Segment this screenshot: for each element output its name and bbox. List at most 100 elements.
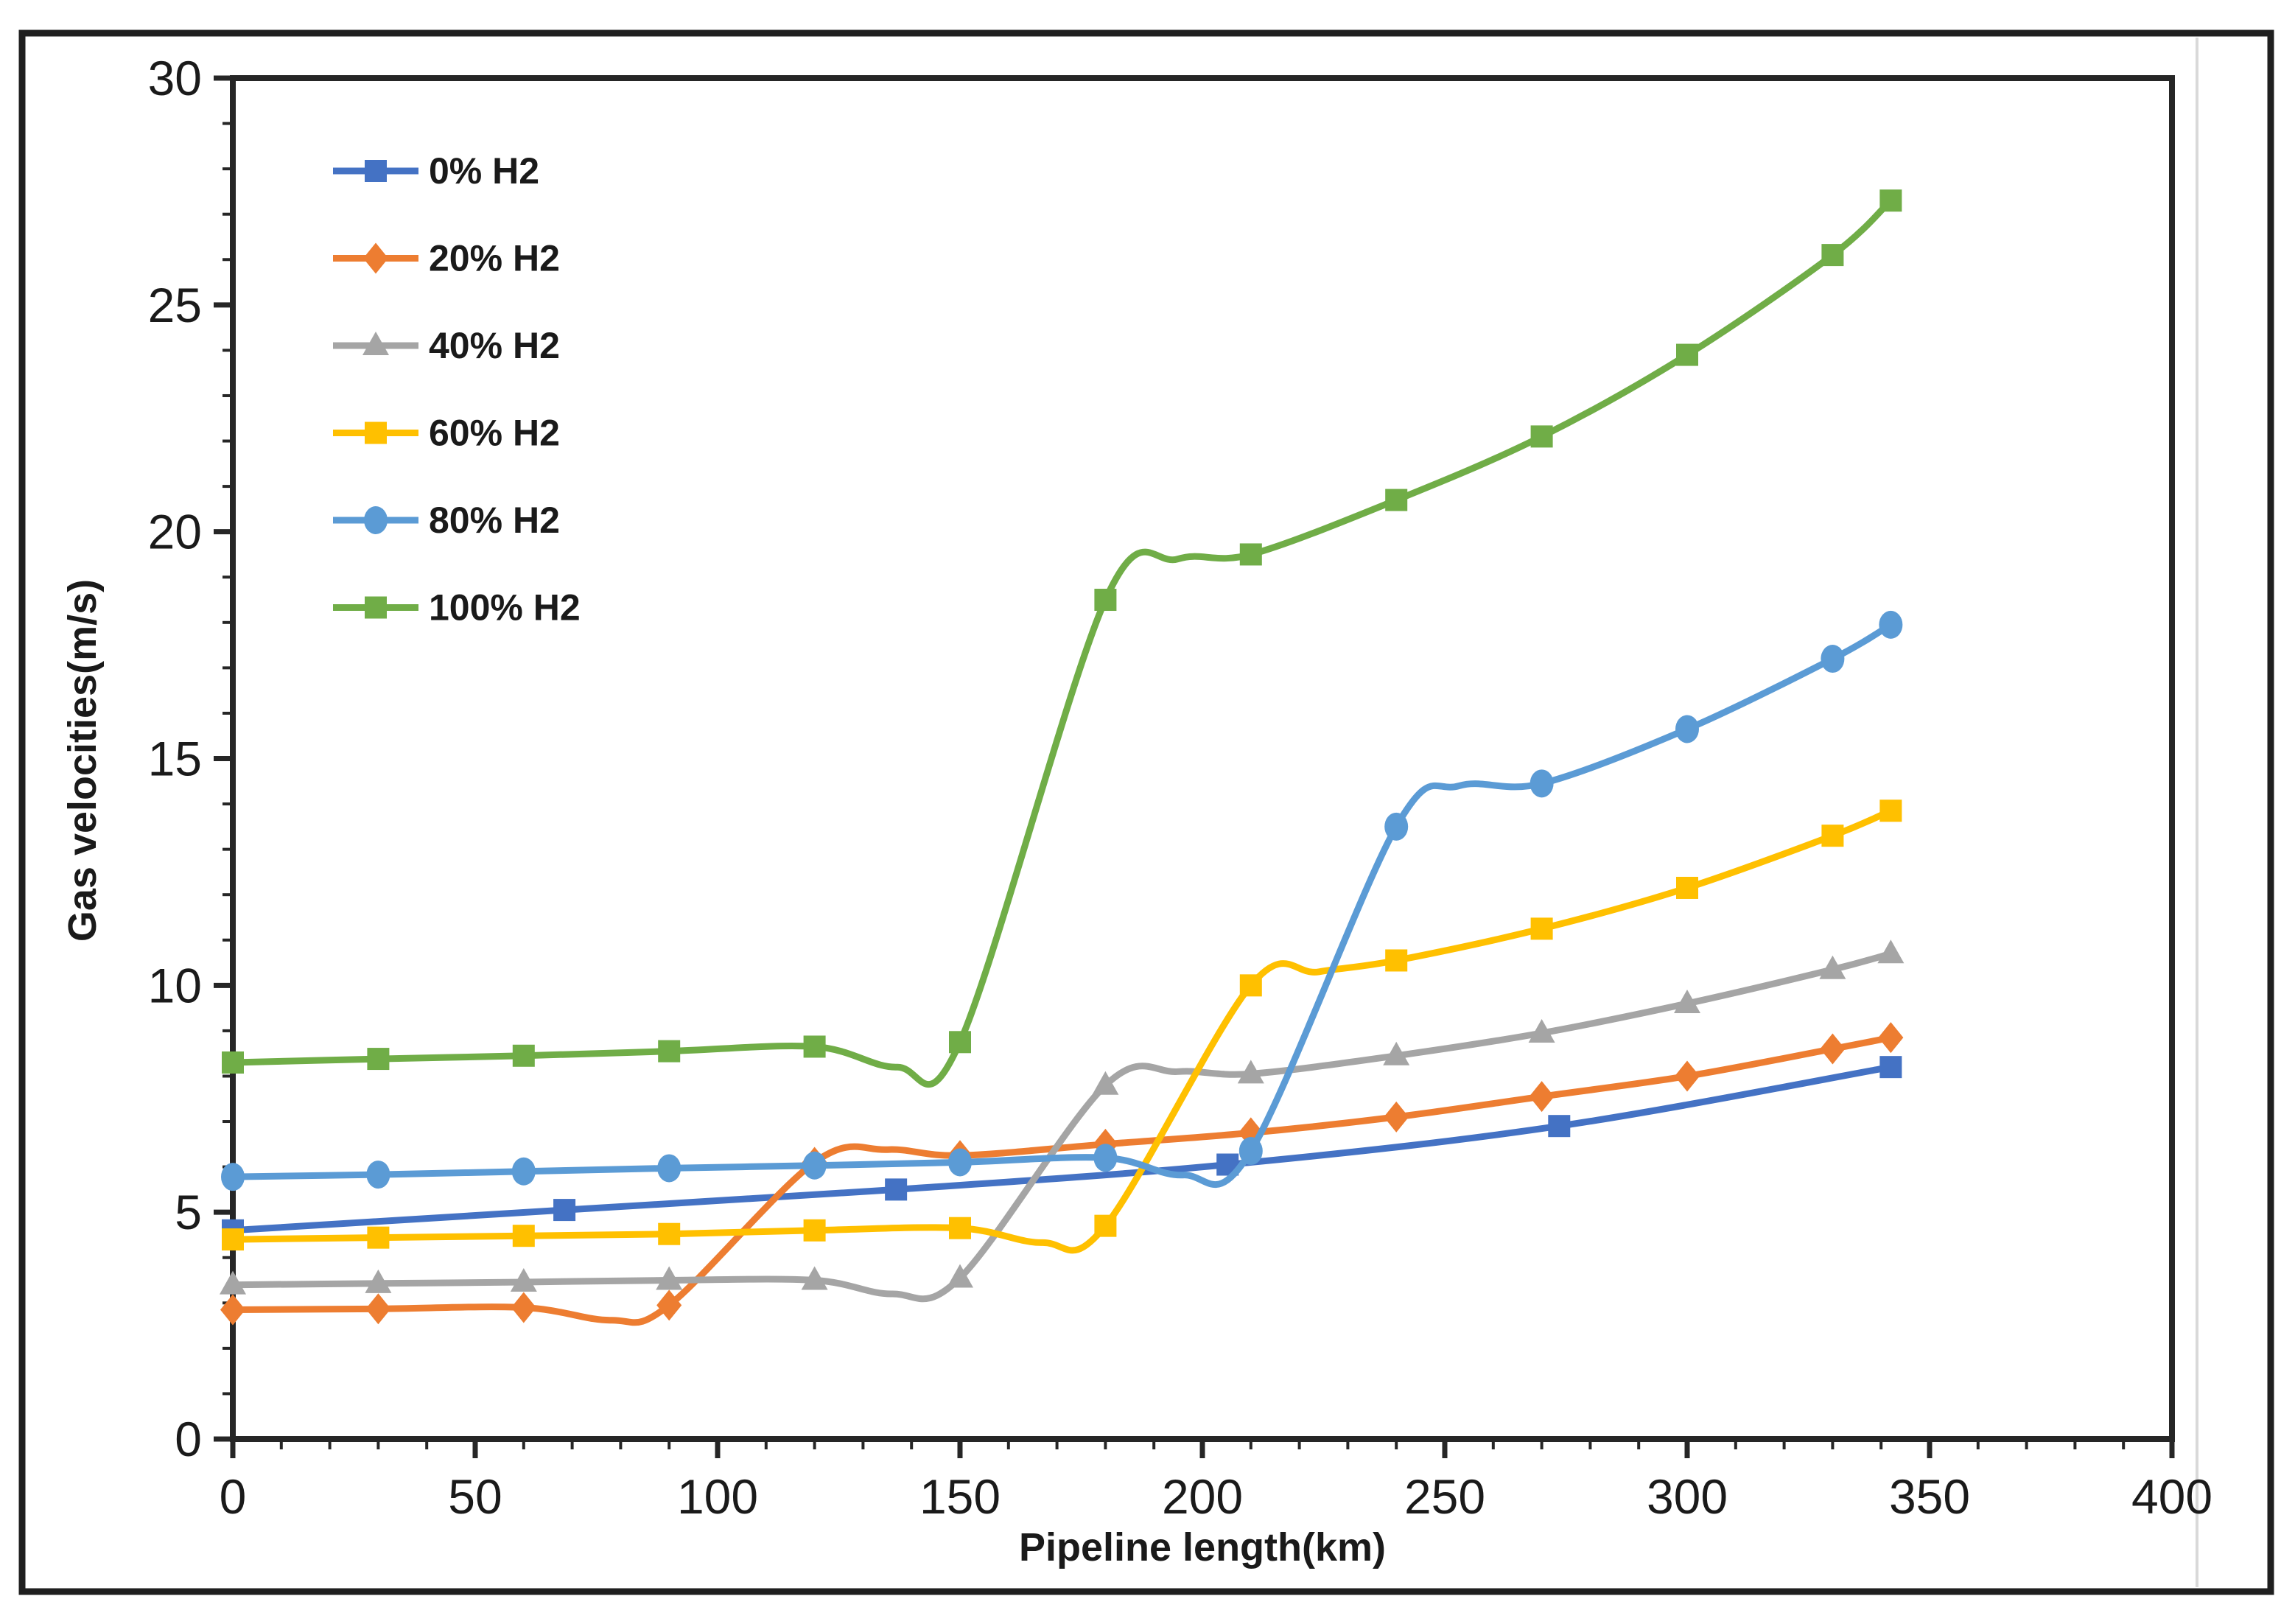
series-marker-3 [367, 1226, 390, 1249]
x-tick-label: 350 [1889, 1469, 1970, 1524]
series-marker-3 [1239, 974, 1262, 997]
series-marker-2 [365, 1269, 392, 1293]
series-marker-1 [1529, 1081, 1555, 1113]
series-marker-1 [511, 1292, 536, 1323]
series-line-0 [229, 1063, 1894, 1234]
series-marker-4 [1879, 610, 1903, 639]
series-marker-3 [949, 1217, 971, 1239]
x-tick-label: 0 [220, 1469, 247, 1524]
series-marker-4 [1821, 645, 1845, 673]
series-marker-3 [1879, 799, 1902, 822]
legend-label-5: 100% H2 [429, 587, 581, 629]
series-marker-3 [512, 1225, 535, 1247]
series-line-1 [229, 1034, 1894, 1326]
series-marker-2 [1877, 939, 1905, 964]
series-marker-4 [366, 1161, 390, 1189]
series-marker-5 [222, 1051, 244, 1074]
series-marker-5 [512, 1044, 535, 1067]
series-marker-5 [803, 1035, 826, 1058]
series-marker-3 [1385, 949, 1408, 972]
series-marker-3 [803, 1219, 826, 1242]
y-tick-label: 20 [148, 505, 202, 559]
legend-marker-0 [365, 160, 387, 182]
series-marker-5 [1385, 489, 1408, 511]
series-marker-1 [365, 1293, 391, 1325]
series-marker-2 [947, 1264, 973, 1288]
legend-marker-4 [364, 506, 388, 534]
series-marker-2 [1383, 1041, 1410, 1065]
y-axis-title: Gas velocities(m/s) [60, 579, 105, 942]
series-marker-1 [220, 1294, 245, 1326]
series-marker-5 [1821, 244, 1844, 267]
legend-label-4: 80% H2 [429, 500, 560, 541]
series-marker-2 [1092, 1071, 1119, 1095]
series-marker-2 [1237, 1060, 1264, 1084]
series-marker-5 [367, 1048, 390, 1071]
series-marker-4 [511, 1157, 536, 1186]
series-marker-3 [1094, 1214, 1117, 1237]
series-marker-2 [656, 1266, 683, 1290]
series-marker-2 [1819, 955, 1846, 979]
legend-label-0: 0% H2 [429, 150, 539, 192]
series-marker-0 [1548, 1115, 1571, 1138]
x-tick-label: 100 [677, 1469, 758, 1524]
series-marker-3 [222, 1228, 244, 1251]
series-marker-4 [1675, 715, 1699, 743]
series-marker-5 [1239, 543, 1262, 566]
series-marker-5 [949, 1031, 971, 1054]
series-marker-4 [1384, 812, 1409, 841]
legend-marker-5 [365, 596, 387, 619]
y-tick-label: 25 [148, 278, 202, 332]
series-line-4 [229, 621, 1894, 1189]
series-marker-2 [1528, 1018, 1555, 1043]
legend-label-1: 20% H2 [429, 238, 560, 279]
x-tick-label: 250 [1404, 1469, 1485, 1524]
series-marker-2 [801, 1266, 828, 1290]
series-marker-3 [658, 1222, 681, 1245]
series-marker-1 [656, 1289, 682, 1321]
y-tick-label: 10 [148, 958, 202, 1012]
series-marker-3 [1821, 825, 1844, 847]
series-marker-4 [1530, 769, 1554, 798]
series-marker-1 [1384, 1101, 1409, 1133]
series-marker-4 [221, 1163, 245, 1191]
x-tick-label: 400 [2131, 1469, 2212, 1524]
series-marker-4 [948, 1148, 972, 1177]
series-marker-5 [1879, 189, 1902, 212]
series-marker-3 [1530, 917, 1553, 940]
series-marker-5 [658, 1040, 681, 1063]
figure-border [18, 29, 2274, 1595]
series-marker-1 [1820, 1033, 1846, 1065]
y-tick-label: 0 [175, 1412, 202, 1466]
x-tick-label: 300 [1647, 1469, 1728, 1524]
series-line-2 [229, 950, 1894, 1303]
legend-marker-2 [362, 332, 389, 355]
series-marker-2 [510, 1267, 537, 1292]
legend-marker-1 [363, 242, 388, 274]
series-marker-4 [1093, 1144, 1118, 1172]
y-tick-label: 30 [148, 51, 202, 105]
series-marker-5 [1530, 425, 1553, 448]
series-marker-1 [1675, 1060, 1700, 1092]
x-tick-label: 150 [919, 1469, 1001, 1524]
y-tick-label: 15 [148, 732, 202, 786]
series-marker-0 [885, 1178, 908, 1201]
series-marker-0 [1879, 1056, 1902, 1079]
series-marker-5 [1676, 343, 1698, 366]
series-marker-0 [553, 1199, 576, 1222]
series-marker-3 [1676, 876, 1698, 899]
series-marker-4 [1238, 1137, 1263, 1166]
y-tick-label: 5 [175, 1185, 202, 1239]
legend-label-3: 60% H2 [429, 413, 560, 454]
series-line-5 [229, 197, 1894, 1088]
series-marker-4 [802, 1151, 827, 1180]
legend-label-2: 40% H2 [429, 325, 560, 366]
series-marker-2 [1674, 989, 1700, 1013]
x-tick-label: 200 [1162, 1469, 1243, 1524]
series-marker-2 [220, 1270, 246, 1295]
x-tick-label: 50 [448, 1469, 502, 1524]
x-axis-title: Pipeline length(km) [1019, 1525, 1386, 1569]
